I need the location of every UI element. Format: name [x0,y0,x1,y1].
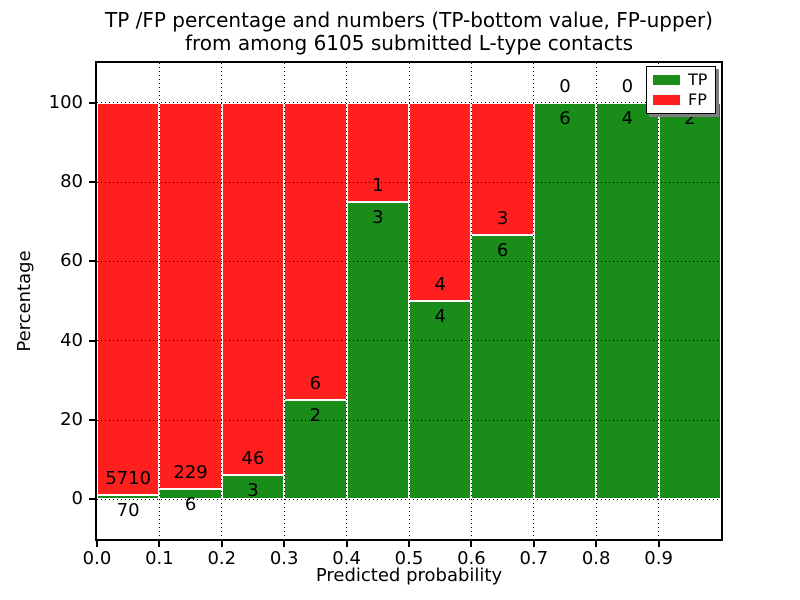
bar-count-label-tp: 70 [116,499,140,521]
x-tick-label: 0.0 [82,548,112,569]
bar-count-label-fp: 46 [241,448,265,470]
bar-segment-tp [221,475,285,500]
bar-segment-fp [97,102,160,495]
bar-segment-fp [221,102,285,476]
bar-count-label-tp: 3 [372,206,384,228]
gridline-vertical [470,63,472,539]
bar-count-label-tp: 4 [434,306,446,327]
bar-count-label-fp: 6 [309,373,322,395]
legend-item-fp: FP [653,91,709,109]
bar-count-label-fp: 1 [372,174,384,196]
x-axis-label: Predicted probability [315,565,503,586]
y-tick-label: 20 [60,409,83,430]
y-tick-mark [89,339,95,342]
x-tick-mark [220,541,223,547]
gridline-vertical [283,63,285,539]
y-tick-mark [89,260,95,263]
bar-count-label-fp: 3 [496,207,509,229]
chart-title: TP /FP percentage and numbers (TP-bottom… [97,9,721,55]
y-tick-mark [89,181,95,183]
bar-count-label-tp: 3 [247,480,259,502]
x-tick-label: 0.4 [332,548,361,569]
legend-item-tp: TP [653,71,709,89]
x-tick-label: 0.5 [394,548,424,569]
bar-segment-tp [533,102,597,500]
x-tick-mark [408,541,410,547]
bar-segment-fp [346,102,409,202]
x-tick-label: 0.2 [207,548,237,569]
legend: TP FP [646,66,716,114]
legend-swatch-tp-icon [653,75,680,85]
x-tick-label: 0.9 [644,548,673,569]
x-tick-label: 0.1 [145,548,174,569]
bar-count-label-tp: 6 [496,239,509,261]
y-tick-label: 100 [48,91,83,113]
gridline-vertical [595,63,597,539]
bar-count-label-fp: 0 [559,75,571,97]
bar-count-label-tp: 6 [184,494,197,516]
x-tick-mark [595,541,598,547]
x-tick-label: 0.3 [269,548,299,569]
x-tick-mark [345,541,348,547]
bar-count-label-tp: 2 [684,107,696,129]
bar-count-label-fp: 0 [621,75,634,97]
bar-segment-tp [159,489,222,500]
gridline-vertical [221,63,223,539]
gridline-vertical [658,63,660,539]
y-tick-label: 80 [60,171,83,192]
legend-label-tp: TP [688,70,708,89]
y-tick-mark [89,498,95,501]
bar-count-label-fp: 229 [173,462,208,484]
bar-count-label-tp: 4 [621,107,634,129]
gridline-vertical [533,63,535,539]
plot-area: 571070229646362134436060402 0.00.10.20.3… [49,61,723,569]
y-tick-mark [89,101,95,104]
y-tick-mark [89,419,95,421]
bar-segment-fp [284,102,347,401]
bar-segment-tp [409,301,472,500]
x-tick-label: 0.8 [581,548,611,569]
bar-count-label-tp: 2 [309,405,322,427]
x-tick-mark [283,541,286,547]
y-tick-label: 40 [60,329,83,351]
legend-label-fp: FP [688,90,707,109]
chart-title-line1: TP /FP percentage and numbers (TP-bottom… [105,8,713,32]
bar-segment-tp [284,400,347,500]
x-tick-label: 0.7 [519,548,549,569]
bar-count-label-fp: 4 [434,274,446,295]
bar-segment-tp [596,102,659,500]
chart-title-line2: from among 6105 submitted L-type contact… [184,31,634,55]
x-tick-mark [657,541,660,547]
x-tick-mark [96,541,98,547]
bar-segment-fp [159,102,222,490]
bar-count-label-fp: 5710 [105,467,152,489]
x-tick-mark [470,541,473,547]
y-tick-label: 60 [60,250,83,272]
bar-count-label-tp: 6 [559,107,571,129]
gridline-vertical [346,63,348,539]
bar-segment-fp [409,102,472,301]
x-tick-mark [532,541,535,547]
legend-swatch-fp-icon [653,95,680,105]
y-tick-label: 0 [71,488,83,510]
gridline-vertical [158,63,160,539]
bar-segment-tp [658,102,721,500]
bar-segment-fp [471,102,534,235]
x-tick-label: 0.6 [457,548,486,569]
bar-segment-tp [471,234,534,500]
gridline-vertical [408,63,410,539]
x-tick-mark [158,541,161,547]
bar-segment-tp [346,201,409,500]
